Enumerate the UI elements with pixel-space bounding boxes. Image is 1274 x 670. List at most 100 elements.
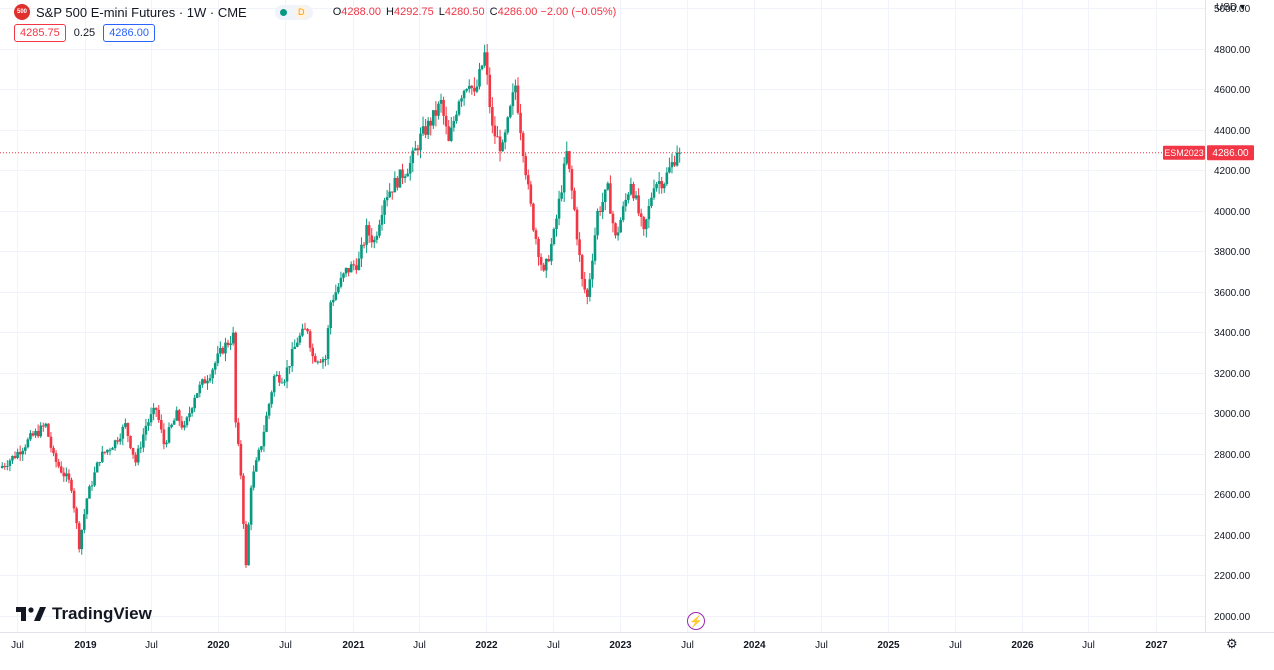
candle bbox=[144, 418, 148, 441]
candle-body bbox=[378, 224, 381, 236]
candle-body bbox=[398, 169, 402, 188]
candle-body bbox=[383, 200, 386, 215]
ohlc-open-label: O bbox=[332, 6, 342, 18]
candle-body bbox=[619, 219, 622, 233]
candle-body bbox=[111, 448, 114, 450]
candle-body bbox=[588, 279, 592, 297]
candle bbox=[360, 237, 363, 268]
settings-gear-icon[interactable]: ⚙ bbox=[1226, 636, 1238, 651]
candle-body bbox=[278, 374, 281, 383]
last-price-tag-bg bbox=[1207, 145, 1254, 161]
candle-body bbox=[555, 218, 558, 230]
ohlc-low-value: 4280.50 bbox=[444, 6, 485, 18]
symbol-title[interactable]: S&P 500 E-mini Futures · 1W · CME bbox=[36, 4, 247, 20]
candle-body bbox=[270, 392, 273, 404]
tradingview-logo-icon bbox=[16, 607, 46, 621]
x-tick-label: 2020 bbox=[207, 640, 230, 651]
candle-body bbox=[662, 184, 666, 189]
candle bbox=[570, 165, 574, 200]
candle-body bbox=[216, 353, 220, 364]
candle bbox=[652, 179, 656, 200]
candle bbox=[585, 287, 589, 305]
lightning-icon[interactable]: ⚡ bbox=[687, 612, 705, 630]
candle-body bbox=[526, 175, 530, 185]
candle bbox=[80, 529, 84, 555]
candle bbox=[460, 95, 463, 107]
last-price-tag: 4286.00 bbox=[1212, 148, 1249, 159]
sell-price-button[interactable]: 4285.75 bbox=[14, 24, 66, 42]
candle-body bbox=[34, 431, 37, 436]
candle-body bbox=[650, 197, 653, 207]
candle bbox=[355, 258, 358, 274]
candle bbox=[160, 414, 163, 434]
candle-body bbox=[562, 163, 566, 193]
candle bbox=[177, 408, 181, 426]
candle bbox=[185, 415, 189, 428]
candle bbox=[447, 119, 451, 142]
candle-body bbox=[598, 210, 602, 212]
candle bbox=[603, 189, 607, 211]
candle bbox=[347, 267, 350, 277]
candle bbox=[611, 210, 615, 233]
candle bbox=[108, 447, 112, 456]
candle-body bbox=[95, 462, 99, 473]
candle-body bbox=[629, 183, 633, 195]
candle-body bbox=[265, 415, 268, 432]
candle-body bbox=[319, 361, 322, 363]
candle bbox=[293, 339, 297, 350]
candle bbox=[106, 449, 109, 455]
candle bbox=[280, 377, 284, 384]
candle bbox=[126, 422, 130, 443]
candle-body bbox=[557, 198, 561, 219]
candle-body bbox=[324, 359, 327, 361]
candle-body bbox=[470, 85, 474, 88]
candle-body bbox=[134, 454, 137, 463]
market-status[interactable]: D bbox=[274, 4, 313, 20]
candle-body bbox=[180, 421, 184, 428]
candle bbox=[18, 445, 22, 461]
buy-price-button[interactable]: 4286.00 bbox=[103, 24, 155, 42]
candle bbox=[401, 163, 404, 185]
candle bbox=[331, 294, 335, 306]
candle-body bbox=[539, 257, 543, 265]
candle bbox=[534, 227, 538, 245]
candle-body bbox=[131, 447, 135, 455]
candle bbox=[550, 238, 553, 266]
ohlc-low-label: L bbox=[438, 6, 445, 18]
candle bbox=[562, 157, 566, 203]
candle bbox=[270, 390, 273, 408]
candle-body bbox=[370, 235, 374, 243]
candle bbox=[77, 521, 81, 553]
candle-body bbox=[565, 151, 569, 164]
candle bbox=[290, 342, 294, 373]
candle-body bbox=[139, 447, 143, 449]
candle-body bbox=[249, 487, 253, 525]
candle bbox=[116, 436, 119, 445]
candle bbox=[34, 428, 37, 438]
candle-body bbox=[149, 414, 153, 423]
candle bbox=[650, 192, 653, 209]
x-tick-label: Jul bbox=[815, 640, 828, 651]
candle bbox=[201, 378, 204, 388]
candle bbox=[434, 101, 438, 127]
candle-body bbox=[244, 523, 248, 566]
candle bbox=[175, 406, 178, 421]
candle bbox=[452, 116, 456, 132]
candle bbox=[424, 118, 427, 138]
candle bbox=[226, 339, 230, 348]
y-tick-label: 4200.00 bbox=[1214, 166, 1251, 177]
candle bbox=[437, 101, 440, 120]
candle bbox=[393, 171, 397, 193]
candle bbox=[288, 366, 291, 375]
candle bbox=[365, 218, 368, 253]
candle bbox=[52, 445, 55, 457]
candle-body bbox=[478, 68, 481, 87]
currency-selector[interactable]: USD ▾ bbox=[1216, 2, 1245, 13]
candle bbox=[272, 374, 276, 397]
candle-body bbox=[77, 523, 81, 550]
candle-body bbox=[521, 133, 525, 157]
candle bbox=[154, 407, 158, 417]
tradingview-logo[interactable]: TradingView bbox=[16, 604, 152, 624]
candle-body bbox=[142, 434, 145, 448]
